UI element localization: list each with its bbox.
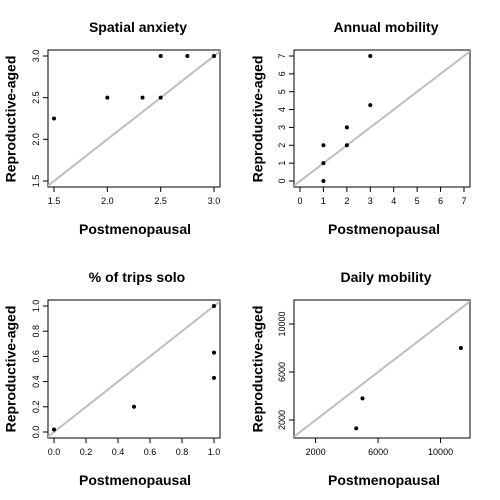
data-point [345, 125, 349, 129]
x-tick-label: 0.4 [112, 447, 125, 457]
y-tick-label: 2 [277, 143, 287, 148]
y-tick-label: 5 [277, 89, 287, 94]
data-point [212, 54, 216, 58]
x-tick-label: 2.5 [154, 196, 167, 206]
x-tick-label: 6000 [368, 447, 388, 457]
data-point [345, 143, 349, 147]
x-tick-label: 0.2 [80, 447, 93, 457]
reference-line [46, 300, 222, 439]
data-point [52, 117, 56, 121]
x-tick-label: 6 [438, 196, 443, 206]
data-point [354, 426, 358, 430]
data-point [132, 405, 136, 409]
data-point [321, 161, 325, 165]
x-axis-label: Postmenopausal [328, 472, 440, 488]
y-axis-label: Reproductive-aged [250, 306, 266, 433]
y-tick-label: 2.5 [31, 91, 41, 104]
x-axis-label: Postmenopausal [79, 472, 191, 488]
y-tick-label: 2000 [277, 410, 287, 430]
y-tick-label: 10000 [277, 311, 287, 336]
x-tick-label: 0.0 [48, 447, 61, 457]
x-axis-label: Postmenopausal [79, 221, 191, 237]
y-tick-label: 0 [277, 178, 287, 183]
y-tick-label: 0.0 [31, 426, 41, 439]
panel-3: 0.0 0.2 0.4 0.6 0.8 1.0 0.0 0.2 0.4 0.6 0.8 1.0 % of… [3, 269, 222, 488]
x-tick-label: 4 [391, 196, 396, 206]
panel-2: 0 1 2 3 4 5 6 7 0 1 2 3 4 5 6 7 Annual mobility Postmenop… [250, 19, 472, 237]
reference-line [292, 300, 472, 439]
data-point [159, 96, 163, 100]
panel-title: % of trips solo [89, 269, 185, 285]
y-axis-label: Reproductive-aged [3, 306, 19, 433]
panel-title: Annual mobility [334, 19, 439, 35]
x-tick-label: 2.0 [101, 196, 114, 206]
data-point [321, 179, 325, 183]
y-tick-label: 1 [277, 161, 287, 166]
x-tick-label: 2000 [306, 447, 326, 457]
x-tick-label: 1.5 [48, 196, 61, 206]
reference-line [292, 50, 472, 188]
y-tick-label: 3 [277, 125, 287, 130]
y-tick-label: 2.0 [31, 133, 41, 146]
y-tick-label: 3.0 [31, 50, 41, 63]
data-point [212, 376, 216, 380]
panel-4: 2000 6000 10000 2000 6000 10000 Daily mobility… [250, 269, 472, 488]
data-point [185, 54, 189, 58]
y-tick-label: 0.6 [31, 350, 41, 363]
y-tick-label: 7 [277, 53, 287, 58]
x-tick-label: 5 [415, 196, 420, 206]
x-tick-label: 0.8 [176, 447, 189, 457]
data-point [212, 351, 216, 355]
x-tick-label: 3.0 [208, 196, 221, 206]
y-tick-label: 4 [277, 107, 287, 112]
y-tick-label: 0.8 [31, 325, 41, 338]
y-tick-label: 0.2 [31, 401, 41, 414]
data-point [141, 96, 145, 100]
y-tick-label: 6 [277, 71, 287, 76]
data-point [212, 304, 216, 308]
y-tick-label: 1.5 [31, 175, 41, 188]
panel-title: Daily mobility [340, 269, 431, 285]
reference-line [46, 50, 222, 188]
data-point [360, 396, 364, 400]
data-point [105, 96, 109, 100]
x-tick-label: 7 [461, 196, 466, 206]
x-tick-label: 2 [344, 196, 349, 206]
data-point [52, 427, 56, 431]
x-tick-label: 3 [368, 196, 373, 206]
y-tick-label: 6000 [277, 362, 287, 382]
y-tick-label: 0.4 [31, 375, 41, 388]
y-tick-label: 1.0 [31, 300, 41, 313]
data-point [459, 346, 463, 350]
data-point [159, 54, 163, 58]
y-axis-label: Reproductive-aged [3, 56, 19, 183]
x-tick-label: 10000 [428, 447, 453, 457]
data-point [368, 103, 372, 107]
data-point [368, 54, 372, 58]
y-axis-label: Reproductive-aged [250, 56, 266, 183]
data-point [321, 143, 325, 147]
panel-1: 1.5 2.0 2.5 3.0 1.5 2.0 2.5 3.0 Spatial anxiety P… [3, 19, 222, 237]
x-tick-label: 0 [297, 196, 302, 206]
x-tick-label: 0.6 [144, 447, 157, 457]
panel-title: Spatial anxiety [89, 19, 187, 35]
x-tick-label: 1 [321, 196, 326, 206]
x-axis-label: Postmenopausal [328, 221, 440, 237]
x-tick-label: 1.0 [208, 447, 221, 457]
